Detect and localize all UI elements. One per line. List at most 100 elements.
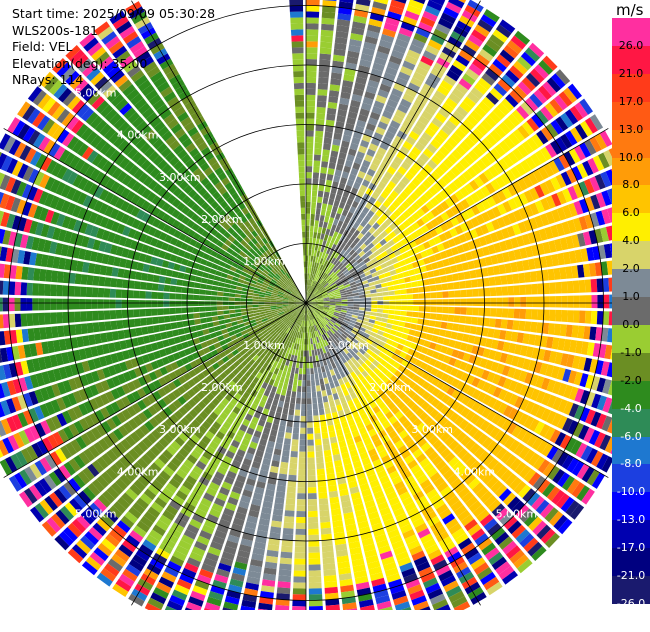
velocity-gate: [306, 41, 318, 47]
velocity-gate: [205, 301, 211, 306]
velocity-gate: [224, 314, 231, 319]
velocity-gate: [329, 217, 334, 224]
velocity-gate: [281, 456, 289, 463]
velocity-gate: [501, 275, 508, 285]
velocity-gate: [400, 311, 406, 316]
velocity-gate: [376, 313, 382, 317]
velocity-gate: [328, 425, 335, 432]
velocity-gate: [140, 318, 147, 326]
velocity-gate: [286, 372, 291, 379]
velocity-gate: [116, 320, 123, 329]
velocity-gate: [321, 366, 326, 373]
velocity-gate: [307, 440, 314, 446]
velocity-gate: [306, 113, 315, 119]
velocity-gate: [314, 155, 321, 161]
velocity-gate: [312, 190, 317, 196]
velocity-gate: [306, 130, 314, 136]
velocity-gate: [322, 432, 329, 439]
velocity-gate: [429, 320, 436, 327]
velocity-gate: [293, 594, 306, 600]
velocity-gate: [317, 101, 327, 108]
velocity-gate: [391, 275, 398, 281]
velocity-gate: [302, 333, 304, 339]
velocity-gate: [296, 523, 306, 529]
velocity-gate: [318, 83, 328, 90]
velocity-gate: [502, 297, 508, 306]
velocity-gate: [235, 309, 241, 313]
velocity-gate: [319, 71, 330, 78]
velocity-gate: [280, 462, 288, 469]
velocity-gate: [306, 53, 317, 59]
velocity-gate: [56, 299, 62, 310]
velocity-gate: [430, 313, 437, 319]
velocity-gate: [465, 316, 472, 324]
velocity-gate: [309, 594, 323, 600]
velocity-gate: [506, 274, 513, 284]
velocity-gate: [507, 320, 514, 330]
velocity-gate: [306, 172, 312, 178]
velocity-gate: [560, 324, 567, 336]
velocity-gate: [145, 300, 151, 307]
velocity-gate: [530, 271, 537, 282]
velocity-gate: [280, 558, 292, 565]
velocity-gate: [301, 404, 306, 410]
velocity-gate: [431, 292, 437, 298]
velocity-gate: [247, 308, 253, 311]
velocity-gate: [308, 475, 316, 481]
velocity-gate: [309, 564, 321, 570]
velocity-gate: [452, 323, 459, 331]
velocity-gate: [212, 316, 219, 321]
velocity-gate: [193, 301, 199, 306]
velocity-gate: [92, 299, 98, 309]
velocity-gate: [318, 191, 324, 198]
velocity-gate: [330, 382, 336, 389]
velocity-gate: [309, 250, 312, 256]
velocity-gate: [307, 410, 312, 416]
velocity-gate: [377, 309, 383, 313]
velocity-gate: [294, 565, 306, 571]
velocity-gate: [308, 267, 310, 273]
velocity-gate: [394, 285, 401, 290]
velocity-gate: [258, 300, 264, 302]
velocity-gate: [322, 372, 327, 379]
velocity-gate: [306, 142, 313, 148]
velocity-gate: [296, 529, 307, 535]
velocity-gate: [299, 362, 302, 368]
velocity-gate: [26, 298, 32, 311]
velocity-gate: [359, 298, 365, 301]
velocity-gate: [291, 451, 298, 458]
velocity-gate: [383, 309, 389, 313]
velocity-gate: [309, 344, 312, 350]
velocity-gate: [152, 317, 159, 324]
velocity-gate: [301, 398, 306, 404]
velocity-gate: [296, 398, 301, 404]
velocity-gate: [315, 214, 320, 220]
velocity-gate: [597, 295, 603, 308]
velocity-gate: [9, 298, 15, 311]
velocity-gate: [306, 160, 313, 166]
velocity-gate: [389, 305, 395, 309]
velocity-gate: [526, 309, 532, 319]
velocity-gate: [322, 149, 330, 156]
velocity-gate: [341, 297, 347, 299]
velocity-gate: [353, 307, 359, 310]
velocity-gate: [200, 318, 207, 324]
velocity-gate: [315, 143, 323, 150]
velocity-gate: [306, 6, 319, 12]
velocity-gate: [224, 319, 231, 324]
velocity-gate: [231, 321, 238, 326]
velocity-gate: [182, 314, 189, 320]
velocity-gate: [307, 374, 311, 380]
velocity-gate: [306, 107, 315, 113]
velocity-gate: [543, 310, 550, 321]
velocity-gate: [302, 380, 306, 386]
velocity-gate: [299, 458, 306, 464]
velocity-gate: [514, 285, 521, 295]
velocity-gate: [247, 311, 253, 315]
velocity-gate: [309, 588, 322, 594]
velocity-gate: [311, 256, 314, 262]
velocity-gate: [567, 281, 574, 293]
velocity-gate: [336, 304, 342, 306]
velocity-gate: [169, 301, 175, 307]
velocity-gate: [370, 289, 376, 293]
